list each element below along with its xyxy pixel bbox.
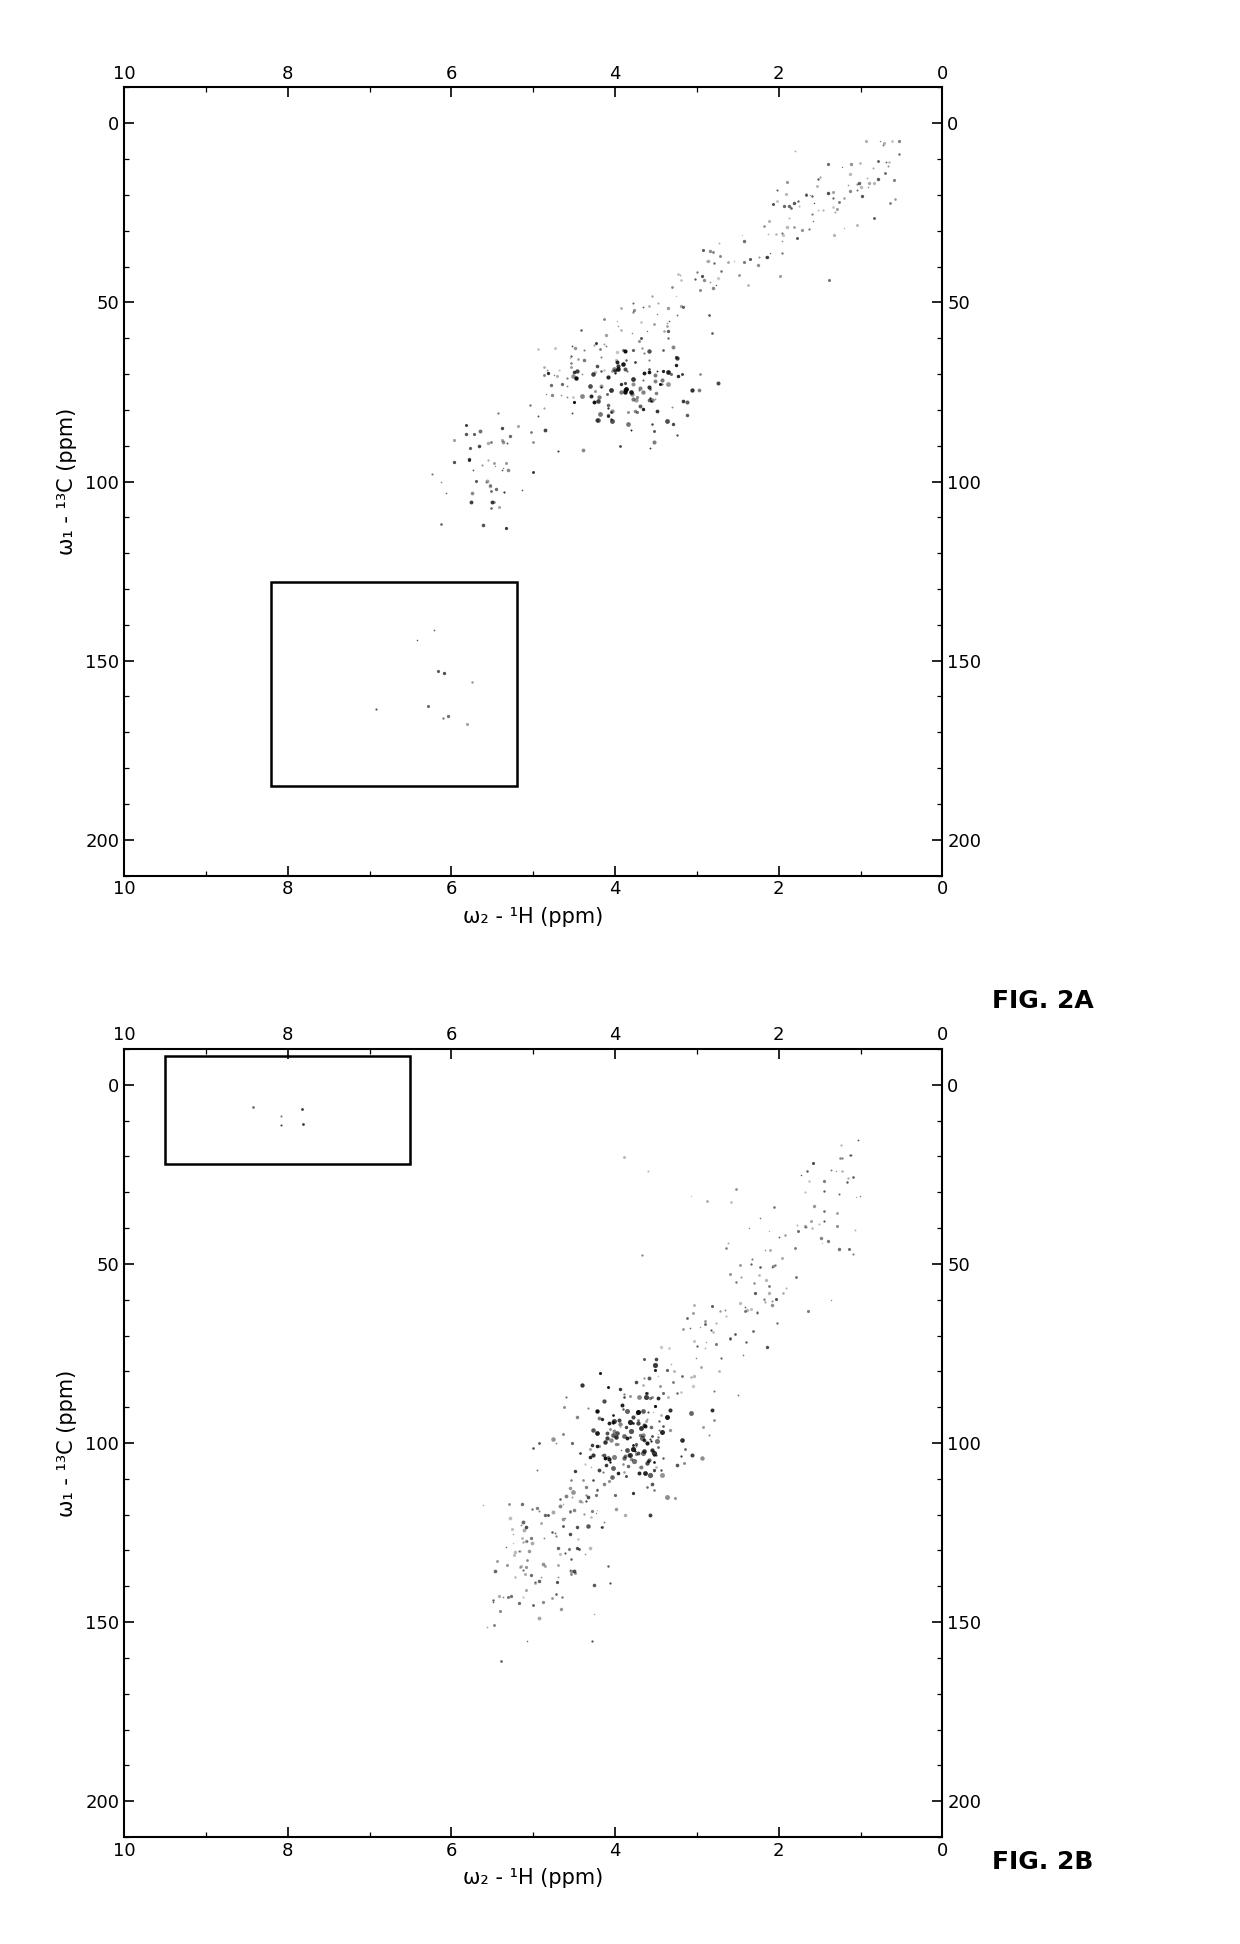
- Text: FIG. 2B: FIG. 2B: [992, 1851, 1094, 1874]
- Y-axis label: ω₁ - ¹³C (ppm): ω₁ - ¹³C (ppm): [57, 408, 77, 556]
- Bar: [165, 1056, 410, 1164]
- Text: FIG. 2A: FIG. 2A: [992, 989, 1094, 1013]
- X-axis label: ω₂ - ¹H (ppm): ω₂ - ¹H (ppm): [463, 906, 604, 927]
- X-axis label: ω₂ - ¹H (ppm): ω₂ - ¹H (ppm): [463, 1868, 604, 1888]
- Y-axis label: ω₁ - ¹³C (ppm): ω₁ - ¹³C (ppm): [57, 1369, 77, 1516]
- Bar: [272, 581, 517, 785]
